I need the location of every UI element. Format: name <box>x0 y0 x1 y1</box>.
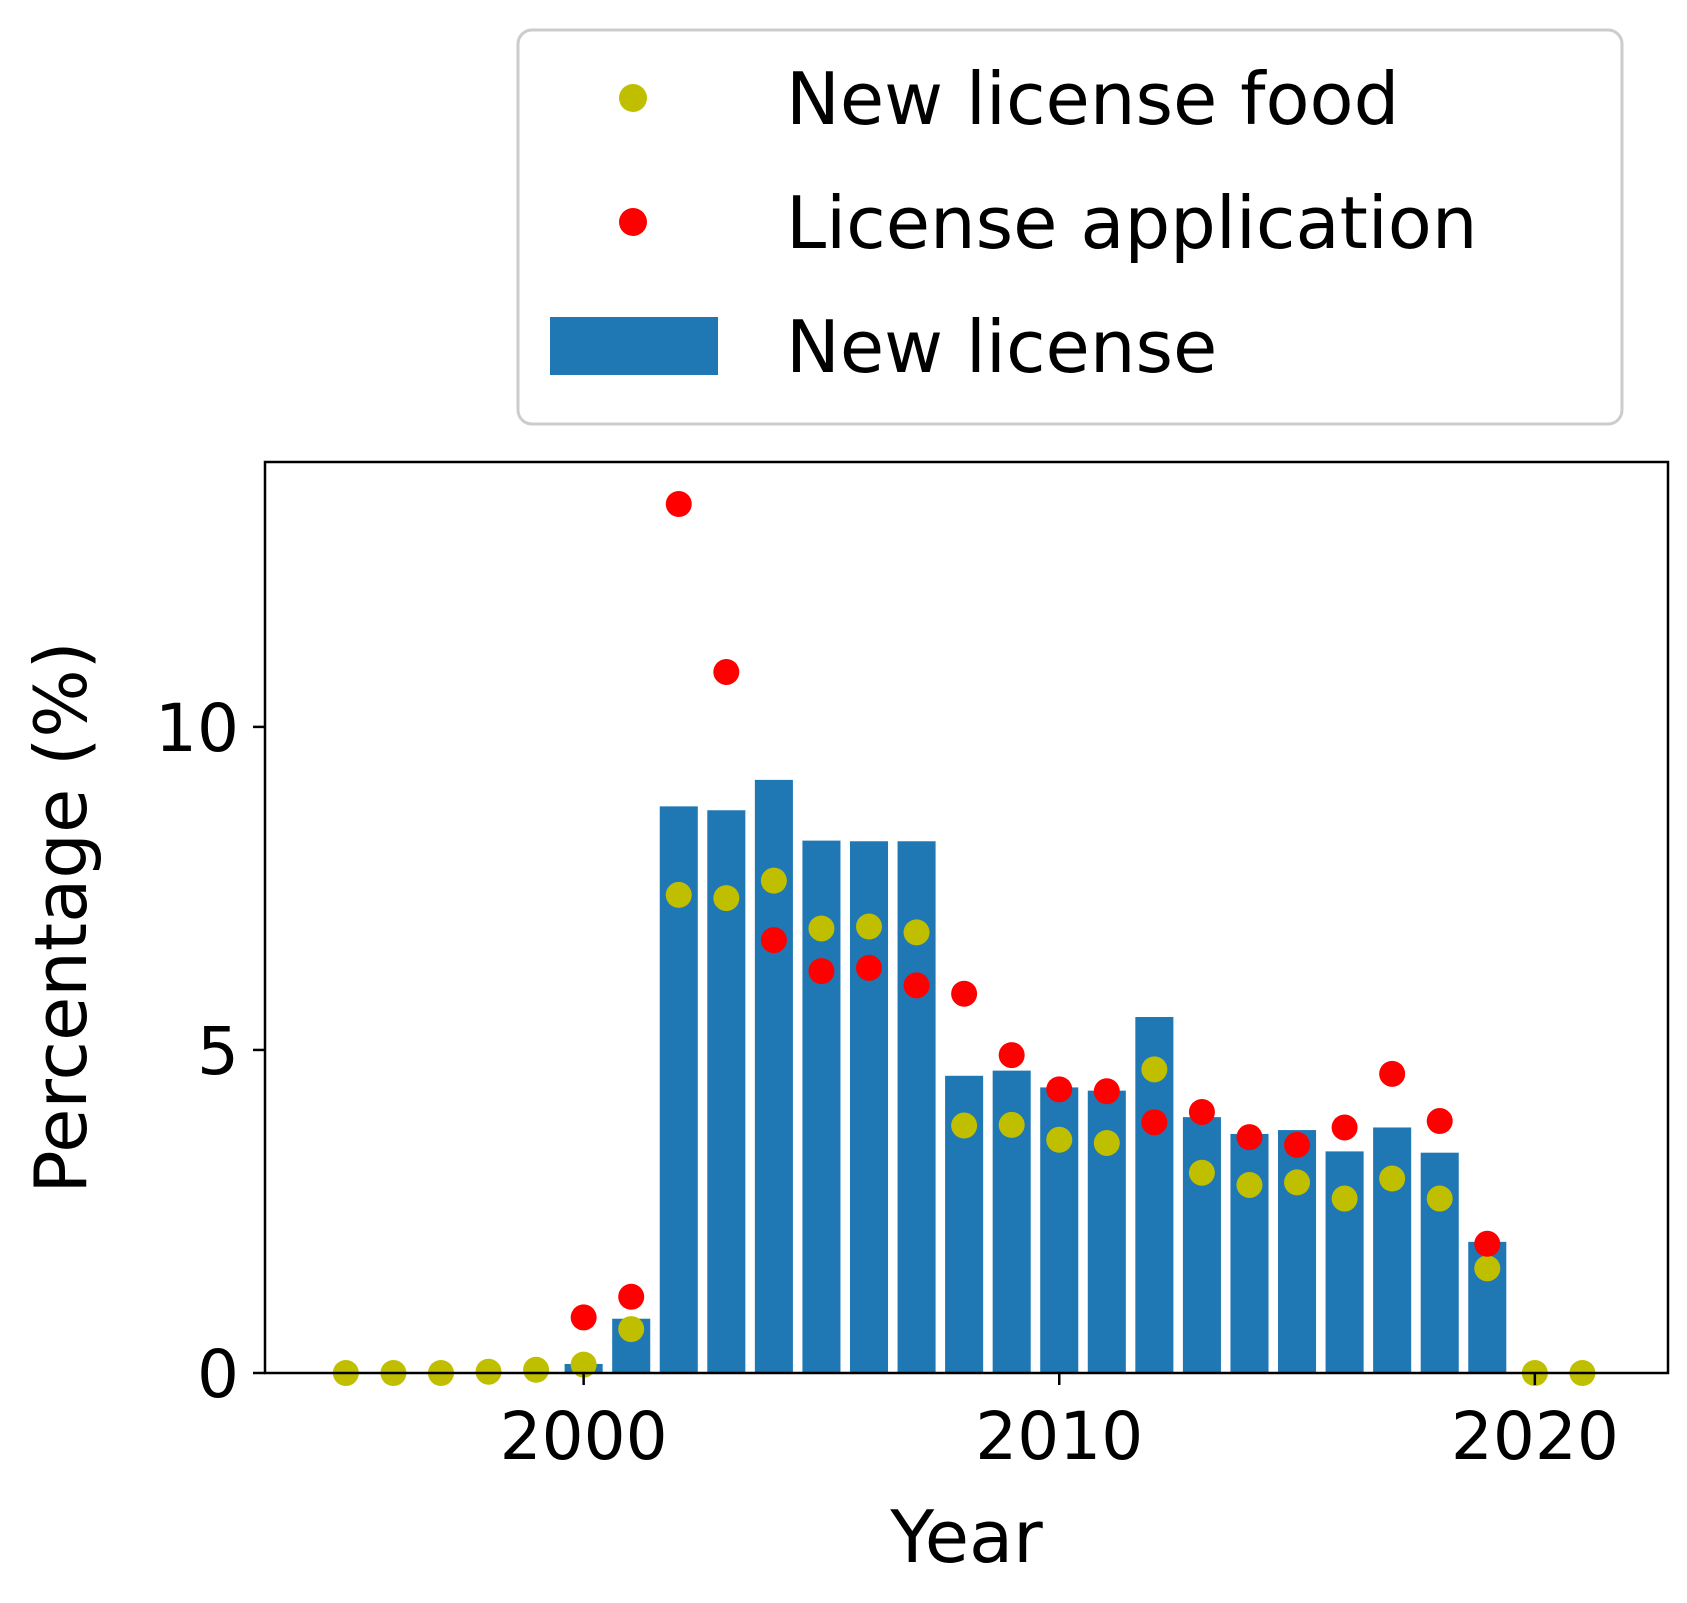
application-dot-2009 <box>998 1042 1025 1069</box>
food-dot-2011 <box>1093 1129 1120 1156</box>
legend-marker-food <box>619 84 647 112</box>
y-axis: 0 5 10 <box>155 690 265 1413</box>
application-dot-2014 <box>1236 1124 1263 1151</box>
x-tick-label-2000: 2000 <box>500 1398 668 1475</box>
food-dot-2001 <box>618 1316 645 1343</box>
x-axis: 2000 2010 2020 <box>500 1373 1619 1475</box>
bar-2013 <box>1182 1117 1221 1373</box>
food-dot-2004 <box>760 867 787 894</box>
y-tick-label-0: 0 <box>197 1336 239 1413</box>
food-dot-2017 <box>1379 1165 1406 1192</box>
food-dot-2019 <box>1474 1255 1501 1282</box>
application-dot-2016 <box>1331 1114 1358 1141</box>
application-dot-2003 <box>713 658 740 685</box>
x-axis-label: Year <box>889 1495 1043 1579</box>
application-dot-2005 <box>808 958 835 985</box>
food-dot-2018 <box>1426 1185 1453 1212</box>
application-dot-2019 <box>1474 1230 1501 1257</box>
legend-label-food: New license food <box>786 57 1399 141</box>
application-dot-2002 <box>665 490 692 517</box>
application-dot-2006 <box>856 954 883 981</box>
application-dot-2012 <box>1141 1109 1168 1136</box>
application-dot-2001 <box>618 1283 645 1310</box>
food-dot-2006 <box>856 913 883 940</box>
food-dot-2002 <box>665 881 692 908</box>
food-dot-2015 <box>1284 1169 1311 1196</box>
bar-2014 <box>1230 1133 1269 1373</box>
food-dot-2014 <box>1236 1171 1263 1198</box>
legend-marker-application <box>619 208 647 236</box>
legend-marker-new-license <box>550 317 718 375</box>
application-dot-2010 <box>1046 1076 1073 1103</box>
food-dot-2003 <box>713 885 740 912</box>
legend-box <box>516 28 1624 426</box>
application-dot-2018 <box>1426 1108 1453 1135</box>
bar-2015 <box>1278 1130 1317 1373</box>
application-dot-2000 <box>570 1304 597 1331</box>
food-dot-2000 <box>570 1351 597 1378</box>
application-dot-2007 <box>903 972 930 999</box>
y-tick-label-5: 5 <box>197 1013 239 1090</box>
y-axis-label: Percentage (%) <box>19 641 103 1194</box>
bar-2017 <box>1373 1127 1412 1373</box>
bar-series <box>564 779 1507 1373</box>
food-dot-2012 <box>1141 1056 1168 1083</box>
food-dot-1999 <box>523 1356 550 1383</box>
application-dot-2017 <box>1379 1060 1406 1087</box>
y-tick-label-10: 10 <box>155 690 239 767</box>
legend: New license food License application New… <box>516 28 1624 426</box>
food-dot-2016 <box>1331 1185 1358 1212</box>
application-dot-2008 <box>951 980 978 1007</box>
bar-2016 <box>1325 1151 1364 1373</box>
application-dot-2015 <box>1284 1131 1311 1158</box>
plot-frame <box>263 460 1670 1375</box>
application-dot-2004 <box>760 927 787 954</box>
food-dot-2009 <box>998 1111 1025 1138</box>
legend-label-new-license: New license <box>786 305 1217 389</box>
x-tick-label-2010: 2010 <box>975 1398 1143 1475</box>
food-dot-2005 <box>808 915 835 942</box>
application-dot-2013 <box>1188 1098 1215 1125</box>
legend-label-application: License application <box>786 181 1478 265</box>
application-dot-2011 <box>1093 1078 1120 1105</box>
food-dot-2007 <box>903 919 930 946</box>
application-series <box>570 490 1501 1331</box>
food-dot-1998 <box>475 1358 502 1385</box>
food-dot-2008 <box>951 1112 978 1139</box>
food-dot-2013 <box>1188 1159 1215 1186</box>
x-tick-label-2020: 2020 <box>1451 1398 1619 1475</box>
food-dot-2010 <box>1046 1126 1073 1153</box>
